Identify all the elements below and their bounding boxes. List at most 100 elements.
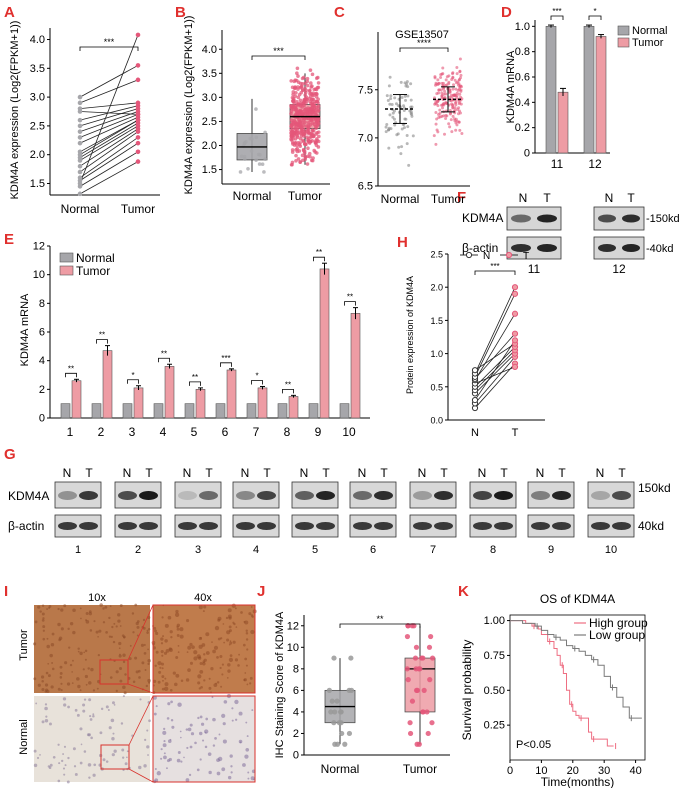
tumor-point bbox=[425, 730, 431, 737]
cell-nucleus bbox=[40, 675, 45, 679]
cell-nucleus bbox=[76, 713, 80, 717]
cell-nucleus bbox=[45, 688, 49, 692]
normal-point bbox=[336, 720, 342, 726]
cell-nucleus bbox=[187, 668, 191, 672]
x-tick-label: 7 bbox=[253, 425, 260, 439]
cell-nucleus bbox=[59, 676, 63, 679]
chart-d: 0 0.2 0.4 0.6 0.8 1.0 KDM4A mRNA *** 11 * 12 Normal… bbox=[505, 7, 667, 171]
tumor-point bbox=[296, 74, 300, 78]
cell-nucleus bbox=[72, 747, 76, 751]
cell-nucleus bbox=[89, 718, 93, 721]
tumor-point bbox=[296, 103, 300, 107]
significance-bracket bbox=[339, 623, 421, 628]
cell-nucleus bbox=[95, 630, 99, 634]
row-label: Tumor bbox=[18, 629, 30, 661]
lane-label: N bbox=[519, 191, 528, 205]
protein-band bbox=[58, 491, 77, 500]
cell-nucleus bbox=[160, 637, 164, 641]
normal-bar bbox=[184, 403, 195, 419]
x-tick-label: 40 bbox=[629, 765, 641, 777]
zoom-box bbox=[99, 659, 129, 685]
y-tick-label: 0 bbox=[293, 750, 299, 762]
cell-nucleus bbox=[222, 623, 225, 625]
cell-nucleus bbox=[180, 760, 183, 763]
tumor-point bbox=[289, 104, 293, 108]
significance-label: * bbox=[593, 7, 596, 16]
cell-nucleus bbox=[175, 609, 179, 614]
tumor-point bbox=[296, 157, 301, 161]
normal-point bbox=[410, 114, 414, 118]
cell-nucleus bbox=[88, 776, 91, 779]
tumor-point bbox=[436, 99, 440, 103]
cell-nucleus bbox=[82, 709, 86, 713]
cell-nucleus bbox=[232, 640, 236, 644]
cell-nucleus bbox=[66, 780, 70, 784]
cell-nucleus bbox=[60, 689, 63, 692]
tumor-point bbox=[291, 90, 296, 94]
tumor-point bbox=[314, 143, 319, 148]
legend-swatch bbox=[59, 265, 74, 276]
normal-point bbox=[394, 102, 398, 106]
tumor-point bbox=[443, 132, 447, 136]
cell-nucleus bbox=[199, 669, 204, 674]
tumor-point bbox=[434, 142, 438, 146]
normal-point bbox=[77, 175, 83, 181]
significance-label: * bbox=[131, 371, 134, 380]
cell-nucleus bbox=[164, 639, 168, 643]
cell-nucleus bbox=[64, 661, 68, 665]
tumor-bar bbox=[557, 91, 569, 154]
y-tick-label: 2.0 bbox=[202, 140, 217, 152]
tumor-point bbox=[308, 88, 312, 93]
tumor-bar bbox=[226, 369, 237, 419]
cell-nucleus bbox=[87, 763, 92, 767]
cell-nucleus bbox=[44, 683, 49, 687]
cell-nucleus bbox=[232, 621, 235, 624]
y-tick-label: 1.5 bbox=[430, 316, 443, 326]
tumor-point bbox=[458, 69, 462, 73]
pair-line bbox=[79, 122, 139, 158]
tumor-point bbox=[437, 81, 441, 85]
protein-band bbox=[139, 491, 158, 500]
cell-nucleus bbox=[135, 670, 139, 674]
legend-marker bbox=[505, 251, 513, 259]
tumor-point bbox=[434, 110, 438, 114]
cell-nucleus bbox=[68, 646, 71, 649]
cell-nucleus bbox=[77, 650, 80, 653]
normal-point bbox=[399, 152, 403, 156]
panel-label-C: C bbox=[334, 4, 345, 21]
cell-nucleus bbox=[160, 748, 163, 751]
cell-nucleus bbox=[99, 731, 103, 735]
cell-nucleus bbox=[231, 603, 236, 608]
zoom-frame bbox=[152, 695, 256, 783]
pair-line bbox=[79, 161, 139, 195]
cell-nucleus bbox=[113, 749, 117, 753]
tumor-point bbox=[302, 100, 306, 105]
normal-bar bbox=[308, 403, 319, 419]
cell-nucleus bbox=[216, 681, 220, 684]
tumor-point bbox=[434, 81, 438, 85]
cell-nucleus bbox=[42, 617, 45, 620]
tumor-point bbox=[424, 709, 430, 715]
cell-nucleus bbox=[83, 651, 86, 654]
cell-nucleus bbox=[219, 666, 222, 670]
cell-nucleus bbox=[119, 604, 123, 607]
cell-nucleus bbox=[246, 735, 249, 738]
normal-point bbox=[246, 167, 250, 171]
normal-point bbox=[400, 96, 404, 100]
panel-label-I: I bbox=[4, 583, 8, 600]
normal-point bbox=[387, 84, 391, 88]
cell-nucleus bbox=[41, 720, 45, 724]
column-label: 10x bbox=[88, 592, 106, 604]
x-tick-label: 30 bbox=[598, 765, 610, 777]
tumor-point bbox=[452, 83, 456, 87]
normal-point bbox=[331, 720, 337, 726]
cell-nucleus bbox=[221, 673, 224, 676]
cell-nucleus bbox=[211, 696, 214, 699]
tumor-point bbox=[457, 87, 461, 91]
low-group-curve bbox=[510, 620, 642, 719]
cell-nucleus bbox=[199, 731, 203, 736]
normal-bar bbox=[583, 26, 595, 154]
cell-nucleus bbox=[226, 638, 230, 642]
cell-nucleus bbox=[199, 715, 203, 719]
cell-nucleus bbox=[164, 682, 169, 687]
